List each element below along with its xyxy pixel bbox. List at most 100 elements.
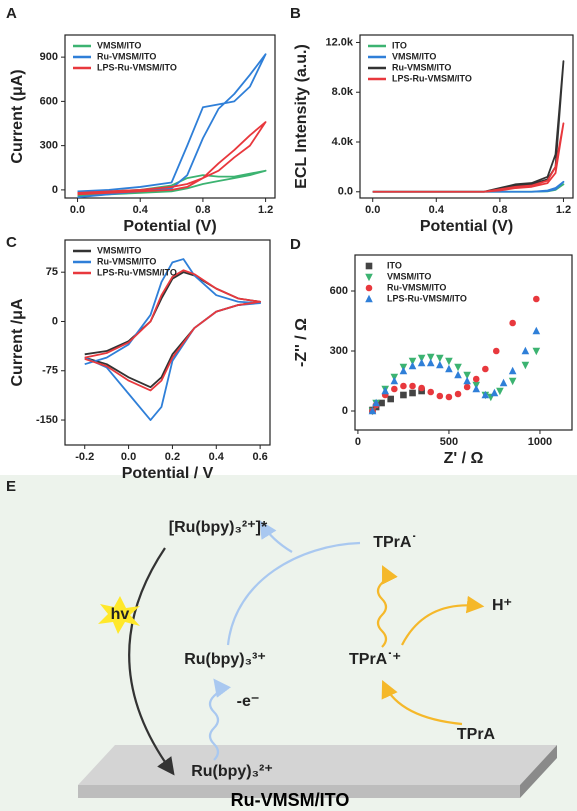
y-axis-label: Current (μA)	[9, 69, 26, 163]
y-tick-label: 0	[52, 184, 58, 196]
legend-marker	[365, 262, 373, 270]
emission-arrow	[128, 547, 175, 776]
panel-letter: E	[6, 478, 16, 495]
point	[533, 295, 540, 303]
legend-marker	[365, 294, 373, 303]
point	[391, 385, 398, 393]
x-tick-label: 0.4	[209, 451, 225, 463]
light-label: hv	[111, 606, 130, 623]
point	[426, 353, 435, 362]
point	[509, 319, 516, 327]
y-tick-label: 300	[330, 345, 348, 357]
chart: A 0.0 0.4 0.8 1.2 0 300 600 900 Potential (V) Curr…	[6, 5, 276, 235]
point	[418, 384, 425, 392]
y-tick-label: 900	[40, 51, 58, 63]
y-tick-label: 0	[52, 315, 58, 327]
point	[400, 391, 407, 399]
point	[390, 376, 399, 385]
y-axis-label: -Z'' / Ω	[293, 318, 310, 367]
electron-transfer	[226, 541, 361, 646]
x-tick-label: 0.6	[252, 451, 267, 463]
x-tick-label: 1000	[528, 436, 552, 448]
legend-label: ITO	[392, 40, 407, 50]
x-tick-label: 1.2	[258, 204, 273, 216]
point	[436, 392, 444, 400]
point	[378, 399, 385, 407]
line	[77, 53, 267, 199]
y-axis-label: Current /μA	[9, 298, 26, 386]
x-tick-label: 0.8	[492, 204, 507, 216]
point	[436, 360, 444, 369]
point	[445, 364, 453, 373]
point	[372, 398, 380, 407]
x-tick-label: 1.2	[556, 204, 571, 216]
x-tick-label: 0	[355, 436, 361, 448]
species-label: TPrA	[457, 726, 496, 743]
excitation-arrow	[259, 520, 293, 553]
point	[408, 361, 417, 370]
point	[499, 378, 508, 387]
x-tick-label: 0.0	[121, 451, 136, 463]
species-label: H⁺	[492, 597, 512, 614]
legend-label: Ru-VMSM/ITO	[387, 282, 446, 292]
plot-frame	[354, 254, 573, 431]
amine-oxidation-arrow	[381, 680, 463, 726]
legend-label: Ru-VMSM/ITO	[97, 256, 156, 266]
point	[532, 326, 541, 335]
point	[426, 358, 435, 367]
chart: D 0 500 1000 0 300 600 Z' / Ω -Z'' / Ω ITOVMSM/IT…	[290, 236, 573, 467]
point	[463, 376, 471, 385]
point	[532, 347, 541, 356]
legend-label: Ru-VMSM/ITO	[392, 62, 451, 72]
point	[508, 377, 517, 386]
species-label: Ru(bpy)₃³⁺	[184, 651, 266, 668]
legend-label: VMSM/ITO	[392, 51, 436, 61]
point	[508, 366, 517, 375]
legend-label: LPS-Ru-VMSM/ITO	[387, 293, 467, 303]
x-axis-label: Potential (V)	[123, 218, 216, 235]
x-tick-label: 0.4	[429, 204, 445, 216]
legend-label: VMSM/ITO	[97, 245, 141, 255]
point	[472, 384, 481, 393]
species-label: [Ru(bpy)₃²⁺]*	[169, 519, 268, 536]
chart: B 0.0 0.4 0.8 1.2 0.0 4.0k 8.0k 12.0k Potential (…	[290, 5, 574, 235]
legend-marker	[365, 273, 373, 282]
point	[445, 393, 453, 401]
species-label: TPrA˙⁺	[349, 651, 401, 668]
light-star	[98, 596, 140, 634]
diagram: E [Ru(bpy)₃²⁺]* TPrA˙ H⁺ TPrA˙⁺ Ru(bpy)₃…	[0, 475, 577, 811]
x-tick-label: 0.2	[165, 451, 180, 463]
x-tick-label: 0.4	[133, 204, 149, 216]
oxidation-arrow	[208, 678, 231, 761]
point	[521, 361, 530, 370]
legend-label: Ru-VMSM/ITO	[97, 51, 156, 61]
point	[368, 406, 377, 415]
panel-letter: B	[290, 5, 301, 22]
electrode-label: Ru-VMSM/ITO	[231, 790, 350, 810]
species-label: TPrA˙	[373, 534, 417, 551]
y-tick-label: 75	[46, 266, 58, 278]
point	[387, 395, 394, 403]
y-tick-label: 0.0	[338, 186, 353, 198]
slab-side	[520, 745, 557, 798]
y-tick-label: 600	[40, 95, 58, 107]
panel-letter: C	[6, 234, 17, 251]
line	[84, 258, 262, 421]
point	[482, 365, 489, 373]
point	[427, 388, 435, 396]
legend-label: LPS-Ru-VMSM/ITO	[392, 73, 472, 83]
point	[481, 390, 490, 399]
x-axis-label: Potential / V	[122, 465, 214, 482]
plot-frame	[64, 239, 271, 446]
point	[408, 357, 417, 366]
point	[521, 346, 530, 355]
y-tick-label: 0	[342, 405, 348, 417]
point	[463, 371, 471, 380]
y-tick-label: 4.0k	[332, 136, 354, 148]
legend-label: LPS-Ru-VMSM/ITO	[97, 267, 177, 277]
line	[77, 169, 267, 197]
panel-letter: A	[6, 5, 17, 22]
x-axis-label: Potential (V)	[420, 218, 513, 235]
chart: C -0.2 0.0 0.2 0.4 0.6 -150 -75 0 75 Potential / V…	[6, 234, 271, 482]
